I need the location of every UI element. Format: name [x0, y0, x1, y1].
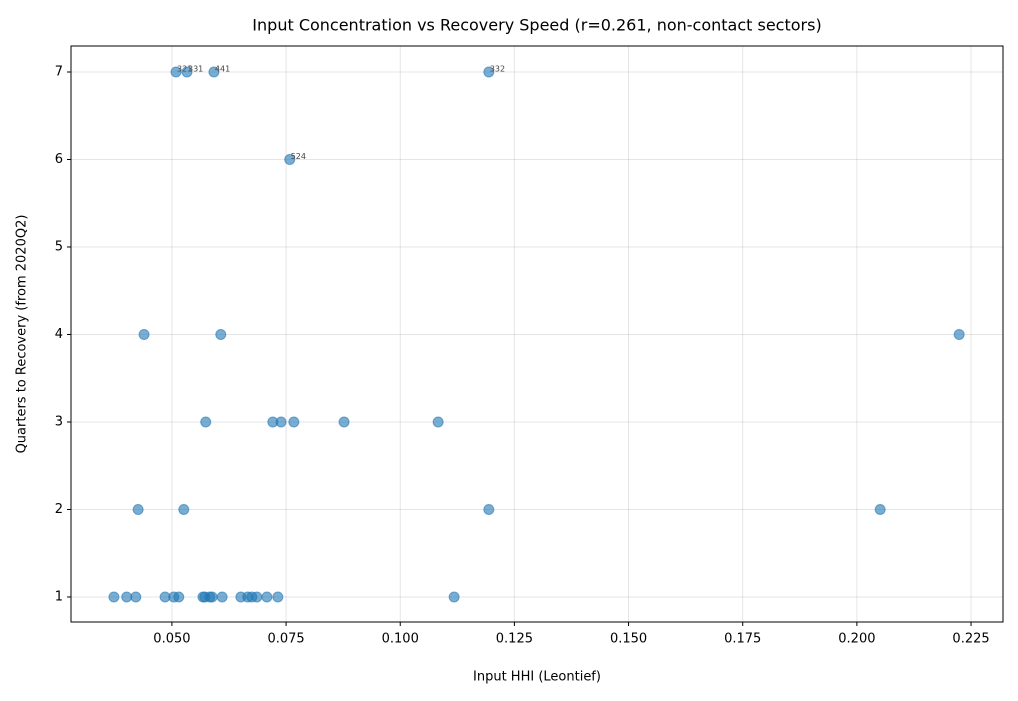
- y-axis-label: Quarters to Recovery (from 2020Q2): [15, 215, 30, 454]
- y-tick-label: 6: [55, 152, 63, 167]
- x-tick-label: 0.125: [496, 632, 533, 647]
- point: [483, 66, 495, 78]
- y-tick-label: 1: [55, 589, 63, 604]
- point: [483, 503, 495, 515]
- point-label: 332: [490, 64, 505, 73]
- point: [173, 591, 185, 603]
- point: [261, 591, 273, 603]
- point: [170, 66, 182, 78]
- point: [206, 591, 218, 603]
- point: [132, 503, 144, 515]
- point: [138, 328, 150, 340]
- y-tick-label: 7: [55, 64, 63, 79]
- x-tick-label: 0.050: [153, 632, 190, 647]
- y-tick-label: 3: [55, 414, 63, 429]
- point: [121, 591, 133, 603]
- x-axis-label: Input HHI (Leontief): [473, 670, 601, 685]
- point: [130, 591, 142, 603]
- y-tick-label: 4: [55, 327, 63, 342]
- point: [275, 416, 287, 428]
- x-tick-label: 0.200: [838, 632, 875, 647]
- y-tick-label: 2: [55, 502, 63, 517]
- point: [215, 328, 227, 340]
- point: [200, 416, 212, 428]
- x-tick-label: 0.225: [952, 632, 989, 647]
- point: [178, 503, 190, 515]
- y-tick-label: 5: [55, 239, 63, 254]
- point: [108, 591, 120, 603]
- point: [284, 153, 296, 165]
- chart-title: Input Concentration vs Recovery Speed (r…: [252, 16, 821, 35]
- x-tick-label: 0.175: [724, 632, 761, 647]
- x-tick-label: 0.100: [382, 632, 419, 647]
- point: [272, 591, 284, 603]
- point: [288, 416, 300, 428]
- plot-frame: [70, 45, 1004, 623]
- point: [338, 416, 350, 428]
- point-label: 524: [291, 152, 306, 161]
- point: [874, 503, 886, 515]
- point: [208, 66, 220, 78]
- point: [251, 591, 263, 603]
- point: [181, 66, 193, 78]
- x-tick-label: 0.075: [267, 632, 304, 647]
- point: [953, 328, 965, 340]
- point-label: 441: [215, 64, 230, 73]
- point-label: 331: [188, 64, 203, 73]
- x-tick-label: 0.150: [610, 632, 647, 647]
- point: [448, 591, 460, 603]
- point: [216, 591, 228, 603]
- point: [432, 416, 444, 428]
